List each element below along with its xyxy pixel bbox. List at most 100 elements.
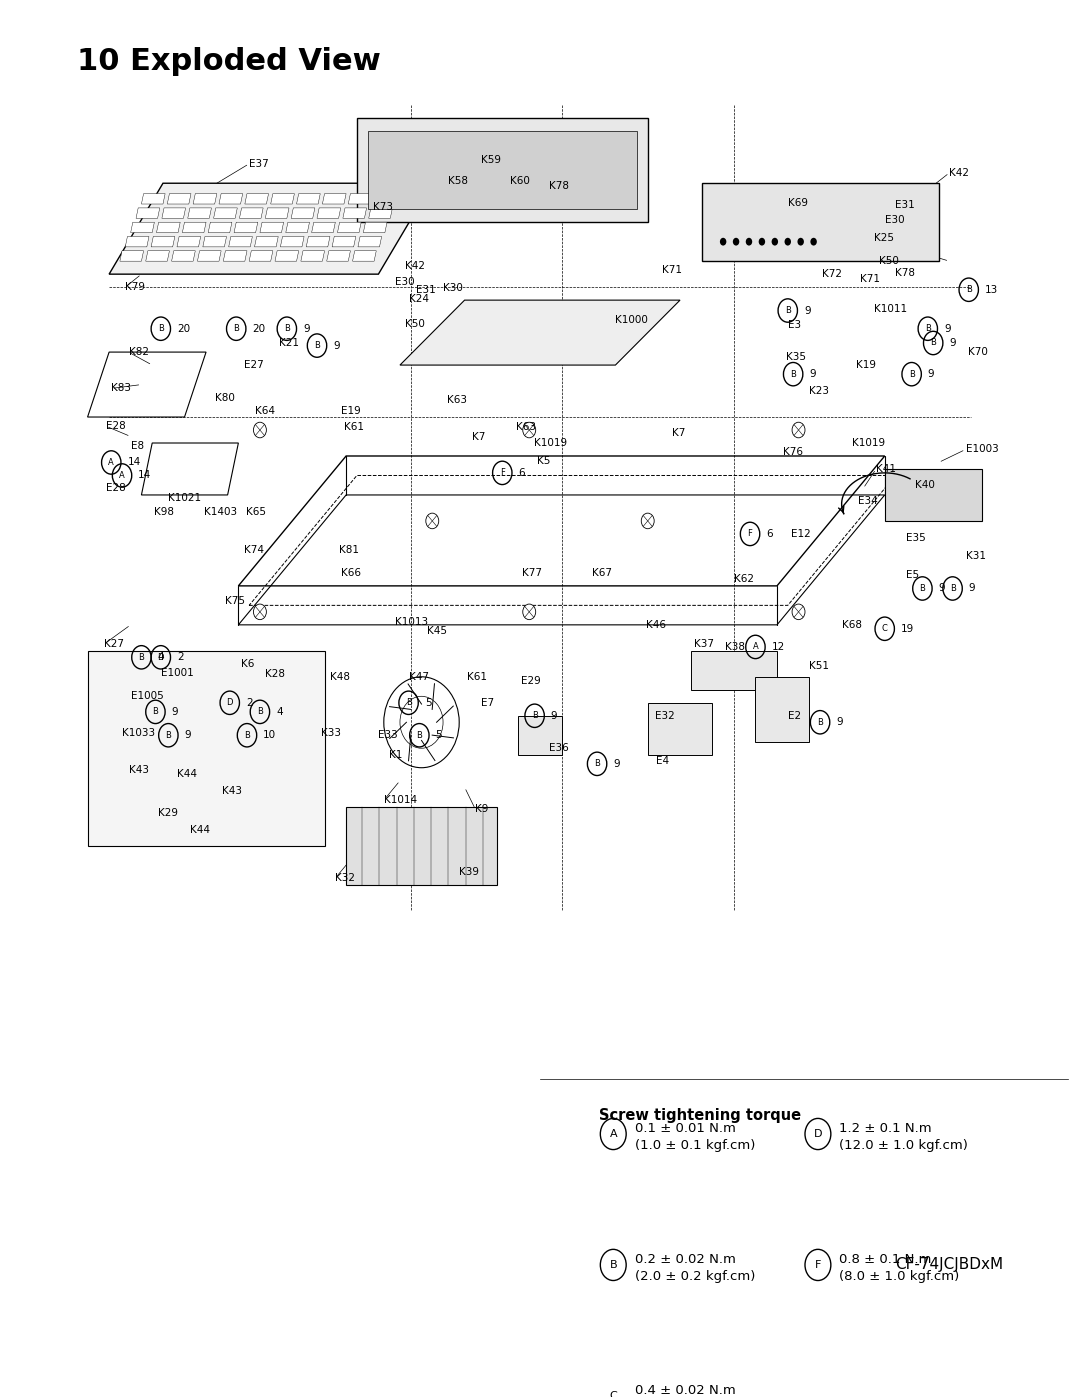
- Text: K46: K46: [646, 620, 665, 630]
- Text: K61: K61: [343, 422, 364, 433]
- Polygon shape: [120, 251, 144, 261]
- Text: K25: K25: [874, 233, 894, 243]
- Polygon shape: [348, 194, 372, 204]
- Text: A: A: [119, 471, 125, 481]
- Text: (12.0 ± 1.0 kgf.cm): (12.0 ± 1.0 kgf.cm): [839, 1139, 969, 1153]
- Text: 9: 9: [809, 369, 815, 379]
- Polygon shape: [400, 300, 680, 365]
- Text: K30: K30: [443, 284, 463, 293]
- Text: E37: E37: [249, 159, 269, 169]
- Text: K42: K42: [405, 261, 426, 271]
- Text: E28: E28: [106, 483, 125, 493]
- Text: K21: K21: [280, 338, 299, 348]
- Text: F: F: [747, 529, 753, 538]
- Text: K69: K69: [787, 198, 808, 208]
- Polygon shape: [755, 676, 809, 742]
- Text: 4: 4: [158, 652, 164, 662]
- Text: K43: K43: [222, 787, 242, 796]
- Text: K65: K65: [246, 507, 266, 517]
- Text: K64: K64: [255, 405, 274, 415]
- Text: E3: E3: [787, 320, 801, 330]
- Circle shape: [254, 604, 267, 620]
- Polygon shape: [219, 194, 243, 204]
- Text: K77: K77: [522, 569, 542, 578]
- Text: K45: K45: [427, 626, 447, 637]
- Text: K24: K24: [408, 293, 429, 303]
- Text: 10: 10: [264, 731, 276, 740]
- Polygon shape: [518, 715, 562, 754]
- Text: K74: K74: [244, 545, 264, 555]
- Text: K7: K7: [673, 427, 686, 437]
- Polygon shape: [292, 208, 315, 218]
- Text: K75: K75: [226, 597, 245, 606]
- Polygon shape: [367, 131, 637, 210]
- Text: E34: E34: [858, 496, 878, 507]
- Polygon shape: [188, 208, 212, 218]
- Text: 0.2 ± 0.02 N.m: 0.2 ± 0.02 N.m: [635, 1253, 735, 1266]
- Text: E2: E2: [787, 711, 801, 721]
- Polygon shape: [87, 651, 325, 845]
- Text: E7: E7: [481, 697, 494, 708]
- Text: E33: E33: [378, 731, 399, 740]
- Text: E35: E35: [906, 532, 926, 543]
- Text: B: B: [531, 711, 538, 721]
- Text: K73: K73: [373, 201, 393, 211]
- Text: K9: K9: [475, 805, 489, 814]
- Text: E28: E28: [106, 420, 125, 432]
- Text: K6: K6: [241, 659, 254, 669]
- Text: 9: 9: [949, 338, 956, 348]
- Circle shape: [733, 237, 740, 246]
- Polygon shape: [275, 251, 299, 261]
- Polygon shape: [301, 251, 325, 261]
- Text: B: B: [609, 1260, 617, 1270]
- Text: K1014: K1014: [383, 795, 417, 805]
- Polygon shape: [245, 194, 269, 204]
- Text: K78: K78: [895, 268, 916, 278]
- Text: 6: 6: [518, 468, 525, 478]
- Text: K44: K44: [177, 770, 197, 780]
- Text: K1403: K1403: [204, 507, 237, 517]
- Text: K71: K71: [662, 265, 681, 275]
- Text: K78: K78: [549, 180, 568, 191]
- Polygon shape: [208, 222, 232, 232]
- Text: K63: K63: [516, 422, 537, 433]
- Text: K83: K83: [111, 383, 132, 394]
- Circle shape: [792, 604, 805, 620]
- Text: CF-74JCJBDxM: CF-74JCJBDxM: [895, 1257, 1003, 1271]
- Text: E30: E30: [885, 215, 904, 225]
- Polygon shape: [356, 119, 648, 222]
- Text: B: B: [930, 338, 936, 348]
- Text: K63: K63: [447, 395, 468, 405]
- Circle shape: [720, 237, 727, 246]
- Polygon shape: [203, 236, 227, 247]
- Text: 9: 9: [804, 306, 811, 316]
- Polygon shape: [346, 806, 497, 884]
- Polygon shape: [271, 194, 295, 204]
- Text: K28: K28: [266, 669, 285, 679]
- Text: B: B: [949, 584, 956, 592]
- Text: B: B: [785, 306, 791, 314]
- Text: E32: E32: [656, 711, 675, 721]
- Text: K76: K76: [783, 447, 804, 457]
- Text: K39: K39: [459, 866, 480, 877]
- Text: K1013: K1013: [394, 617, 428, 627]
- Text: Screw tightening torque: Screw tightening torque: [599, 1108, 801, 1123]
- Polygon shape: [352, 251, 376, 261]
- Text: 14: 14: [127, 457, 140, 468]
- Text: K62: K62: [734, 574, 754, 584]
- Text: 13: 13: [985, 285, 998, 295]
- Text: K79: K79: [125, 282, 146, 292]
- Text: B: B: [233, 324, 239, 334]
- Text: K48: K48: [330, 672, 350, 682]
- Text: 12: 12: [771, 643, 785, 652]
- Text: A: A: [108, 458, 114, 467]
- Text: B: B: [919, 584, 926, 592]
- Polygon shape: [342, 208, 366, 218]
- Text: C: C: [881, 624, 888, 633]
- Text: K31: K31: [966, 550, 986, 562]
- Text: E8: E8: [131, 440, 144, 451]
- Text: B: B: [417, 731, 422, 740]
- Polygon shape: [234, 222, 258, 232]
- Text: 6: 6: [766, 529, 773, 539]
- Text: K1019: K1019: [534, 439, 567, 448]
